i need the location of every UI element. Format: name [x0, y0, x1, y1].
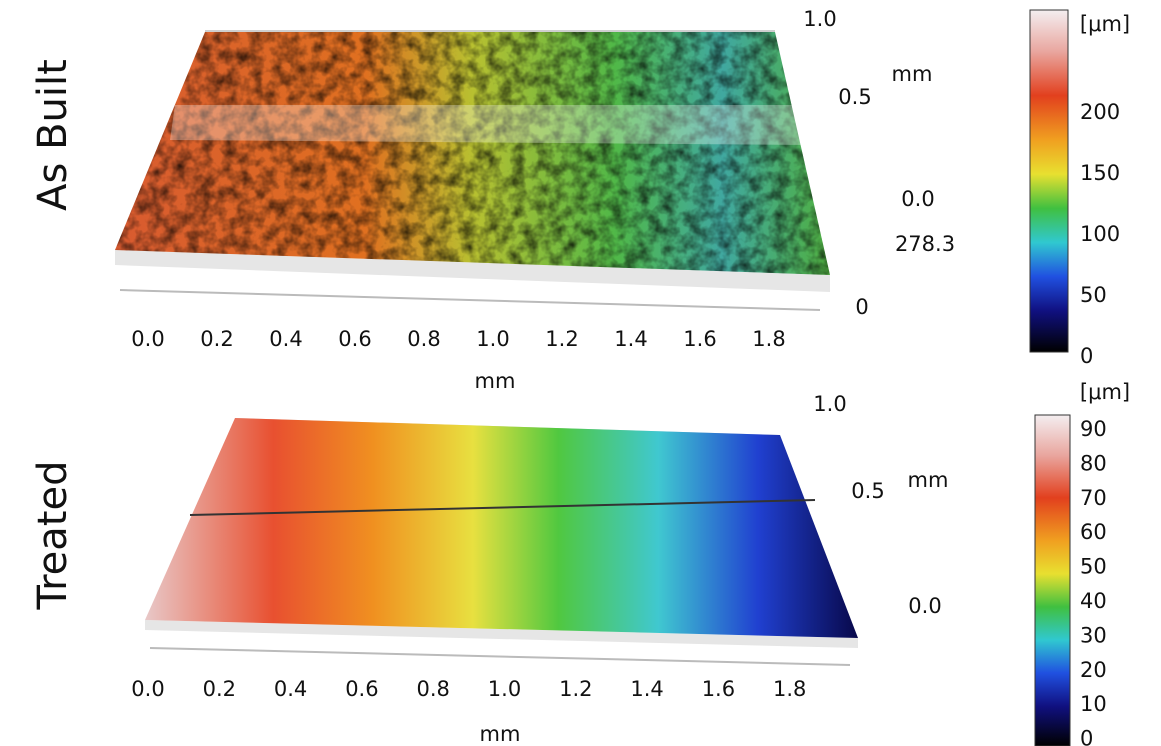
z-tick-label: 0 [855, 295, 868, 319]
y-tick-label: 1.0 [803, 7, 836, 31]
colorbar-tick-label: 200 [1080, 100, 1120, 124]
x-tick-label: 1.0 [488, 677, 521, 701]
panel-label: Treated [30, 461, 76, 611]
x-tick-label: 0.8 [407, 327, 440, 351]
panel-label: As Built [30, 59, 76, 211]
colorbar-tick-label: 70 [1080, 486, 1107, 510]
x-axis [150, 648, 850, 665]
surface [145, 418, 858, 638]
x-tick-label: 0.0 [131, 677, 164, 701]
colorbar [1030, 10, 1068, 352]
y-tick-label: 0.0 [901, 187, 934, 211]
y-unit: mm [908, 468, 949, 492]
colorbar-tick-label: 20 [1080, 658, 1107, 682]
colorbar-tick-label: 50 [1080, 283, 1107, 307]
x-tick-label: 0.6 [338, 327, 371, 351]
colorbar-tick-label: 10 [1080, 692, 1107, 716]
y-unit: mm [892, 62, 933, 86]
x-tick-label: 0.0 [131, 327, 164, 351]
x-tick-label: 1.4 [630, 677, 663, 701]
colorbar-unit: [μm] [1080, 12, 1130, 36]
x-axis [120, 290, 820, 310]
x-tick-label: 1.0 [476, 327, 509, 351]
x-tick-label: 0.8 [416, 677, 449, 701]
y-tick-label: 0.5 [851, 479, 884, 503]
colorbar-tick-label: 30 [1080, 623, 1107, 647]
colorbar [1035, 415, 1070, 746]
colorbar-tick-label: 80 [1080, 451, 1107, 475]
colorbar-tick-label: 150 [1080, 161, 1120, 185]
x-tick-label: 1.2 [545, 327, 578, 351]
y-tick-label: 0.5 [838, 85, 871, 109]
x-tick-label: 0.2 [200, 327, 233, 351]
x-tick-label: 0.6 [345, 677, 378, 701]
colorbar-tick-label: 0 [1080, 344, 1093, 368]
x-unit: mm [480, 722, 521, 746]
y-tick-label: 0.0 [908, 594, 941, 618]
x-tick-label: 0.4 [269, 327, 302, 351]
x-tick-label: 1.8 [752, 327, 785, 351]
colorbar-tick-label: 100 [1080, 222, 1120, 246]
colorbar-tick-label: 60 [1080, 520, 1107, 544]
colorbar-unit: [μm] [1080, 380, 1130, 404]
x-tick-label: 1.6 [702, 677, 735, 701]
x-tick-label: 1.6 [683, 327, 716, 351]
x-tick-label: 1.8 [773, 677, 806, 701]
x-tick-label: 1.2 [559, 677, 592, 701]
z-tick-label: 278.3 [895, 232, 955, 256]
x-tick-label: 0.2 [203, 677, 236, 701]
colorbar-tick-label: 0 [1080, 727, 1093, 746]
colorbar-tick-label: 90 [1080, 417, 1107, 441]
y-tick-label: 1.0 [813, 392, 846, 416]
treated-panel [145, 418, 858, 665]
x-tick-label: 0.4 [274, 677, 307, 701]
figure: As Built 0.0 0.2 0.4 0.6 0.8 1.0 1.2 1.4 1.6 1.8 mm… [0, 0, 1161, 746]
as-built-panel [115, 30, 830, 310]
colorbar-tick-label: 50 [1080, 555, 1107, 579]
section-plane [170, 105, 810, 145]
colorbar-tick-label: 40 [1080, 589, 1107, 613]
x-tick-label: 1.4 [614, 327, 647, 351]
surface-texture [115, 32, 830, 275]
x-unit: mm [475, 369, 516, 393]
